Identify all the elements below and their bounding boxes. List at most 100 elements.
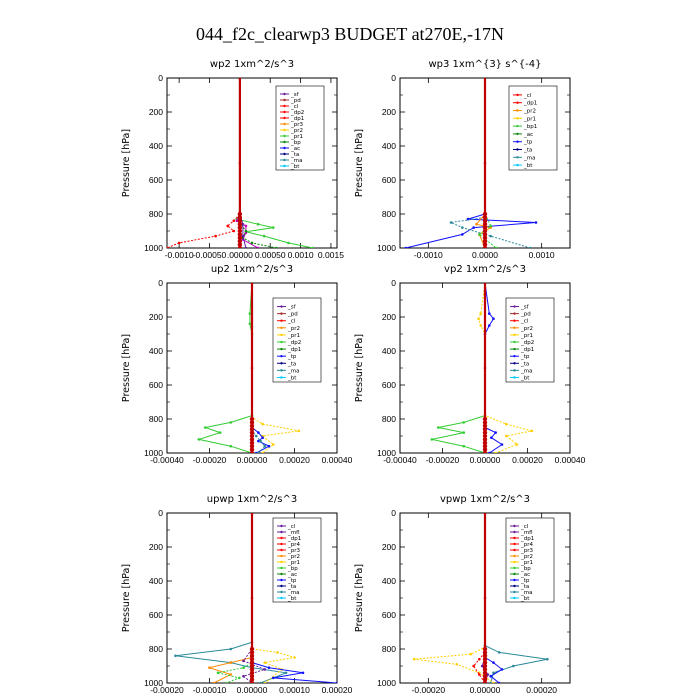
series-point: [249, 416, 255, 422]
legend-marker: [280, 536, 283, 540]
legend-marker: [283, 164, 286, 168]
series-point: [237, 245, 243, 248]
series-line: [251, 283, 271, 453]
y-tick-label: 1000: [377, 448, 396, 458]
y-tick-label: 800: [382, 644, 396, 654]
series-point: [462, 431, 466, 434]
series-point: [504, 422, 508, 426]
series-point: [249, 650, 255, 655]
series-point: [482, 420, 488, 425]
legend-marker: [513, 590, 516, 594]
legend-marker: [513, 326, 516, 330]
legend-entry: _bt: [287, 596, 297, 602]
legend-entry: _dp1: [287, 536, 301, 542]
legend-entry: _bt: [520, 375, 530, 381]
y-tick-label: 400: [149, 576, 163, 586]
series-point: [489, 674, 492, 678]
legend-entry: _tp: [287, 354, 297, 360]
series-point: [242, 674, 245, 678]
y-tick-label: 1000: [377, 678, 396, 688]
series-point: [482, 437, 488, 442]
series-point: [486, 673, 490, 676]
series-point: [430, 438, 434, 441]
series-point: [237, 228, 243, 234]
series-point: [261, 436, 264, 440]
series-point: [449, 221, 453, 224]
legend-entry: _pr2: [287, 326, 300, 332]
y-tick-label: 400: [149, 346, 163, 356]
panel-title: upwp 1xm^2/s^3: [207, 494, 297, 505]
legend-marker: [280, 369, 283, 372]
series-point: [335, 681, 337, 683]
legend-marker: [280, 596, 283, 600]
legend-entry: _mfl: [520, 530, 533, 536]
x-tick-label: 0.00000: [237, 685, 268, 695]
series-point: [482, 663, 488, 669]
x-tick-label: 0.00020: [526, 685, 557, 695]
y-tick-label: 600: [149, 610, 163, 620]
series-point: [482, 225, 488, 230]
legend-marker: [283, 92, 286, 96]
series-point: [490, 436, 493, 440]
x-tick-label: 0.00000: [470, 455, 501, 465]
series-point: [482, 245, 488, 248]
series-line: [242, 513, 267, 683]
series-point: [244, 229, 248, 233]
legend-marker: [280, 333, 283, 337]
series-point: [497, 681, 501, 683]
panel-title: vpwp 1xm^2/s^3: [440, 494, 530, 505]
y-tick-label: 600: [382, 175, 396, 185]
y-tick-label: 400: [149, 141, 163, 151]
legend-entry: _sf: [290, 92, 300, 98]
series-point: [250, 513, 254, 515]
y-tick-label: 600: [149, 380, 163, 390]
series-group: [412, 513, 549, 683]
y-axis-label: Pressure [hPa]: [121, 564, 132, 632]
legend-entry: _ma: [520, 590, 532, 596]
series-point: [249, 680, 255, 683]
series-point: [462, 444, 466, 448]
series-point: [242, 666, 245, 669]
legend-marker: [280, 578, 283, 582]
series-point: [257, 431, 260, 434]
legend-entry: _dp1: [520, 347, 534, 353]
legend-marker: [513, 566, 516, 570]
legend-marker: [513, 362, 516, 365]
legend-entry: _pd: [520, 312, 531, 318]
series-point: [249, 667, 255, 672]
series-point: [412, 657, 416, 661]
legend-marker: [516, 140, 519, 143]
y-axis-label: Pressure [hPa]: [354, 129, 365, 197]
legend-marker: [513, 524, 516, 528]
legend-box: [272, 297, 322, 383]
series-point: [249, 657, 255, 662]
series-point: [263, 444, 267, 448]
series-point: [249, 440, 255, 445]
series-point: [495, 246, 498, 248]
series-point: [483, 78, 487, 80]
legend-marker: [280, 305, 283, 308]
legend-marker: [516, 93, 519, 97]
x-tick-label: 0.00000: [470, 685, 501, 695]
legend-entry: _tp: [523, 140, 533, 146]
series-point: [477, 317, 480, 321]
legend-marker: [513, 319, 516, 322]
x-tick-label: 0.0015: [318, 250, 344, 260]
series-point: [482, 235, 488, 240]
series-point: [232, 219, 236, 223]
x-tick-label: 0.00020: [279, 455, 310, 465]
series-point: [263, 681, 267, 683]
legend-marker: [283, 98, 286, 102]
legend-entry: _ta: [287, 584, 296, 590]
series-point: [482, 218, 488, 223]
series-point: [482, 440, 488, 445]
legend-marker: [513, 530, 516, 534]
series-point: [214, 234, 217, 238]
legend-entry: _pr2: [287, 554, 300, 560]
series-point: [249, 433, 255, 439]
series-point: [482, 670, 488, 675]
series-point: [455, 663, 458, 666]
legend-entry: _bp: [520, 566, 531, 572]
series-point: [489, 681, 492, 683]
series-point: [197, 438, 201, 441]
